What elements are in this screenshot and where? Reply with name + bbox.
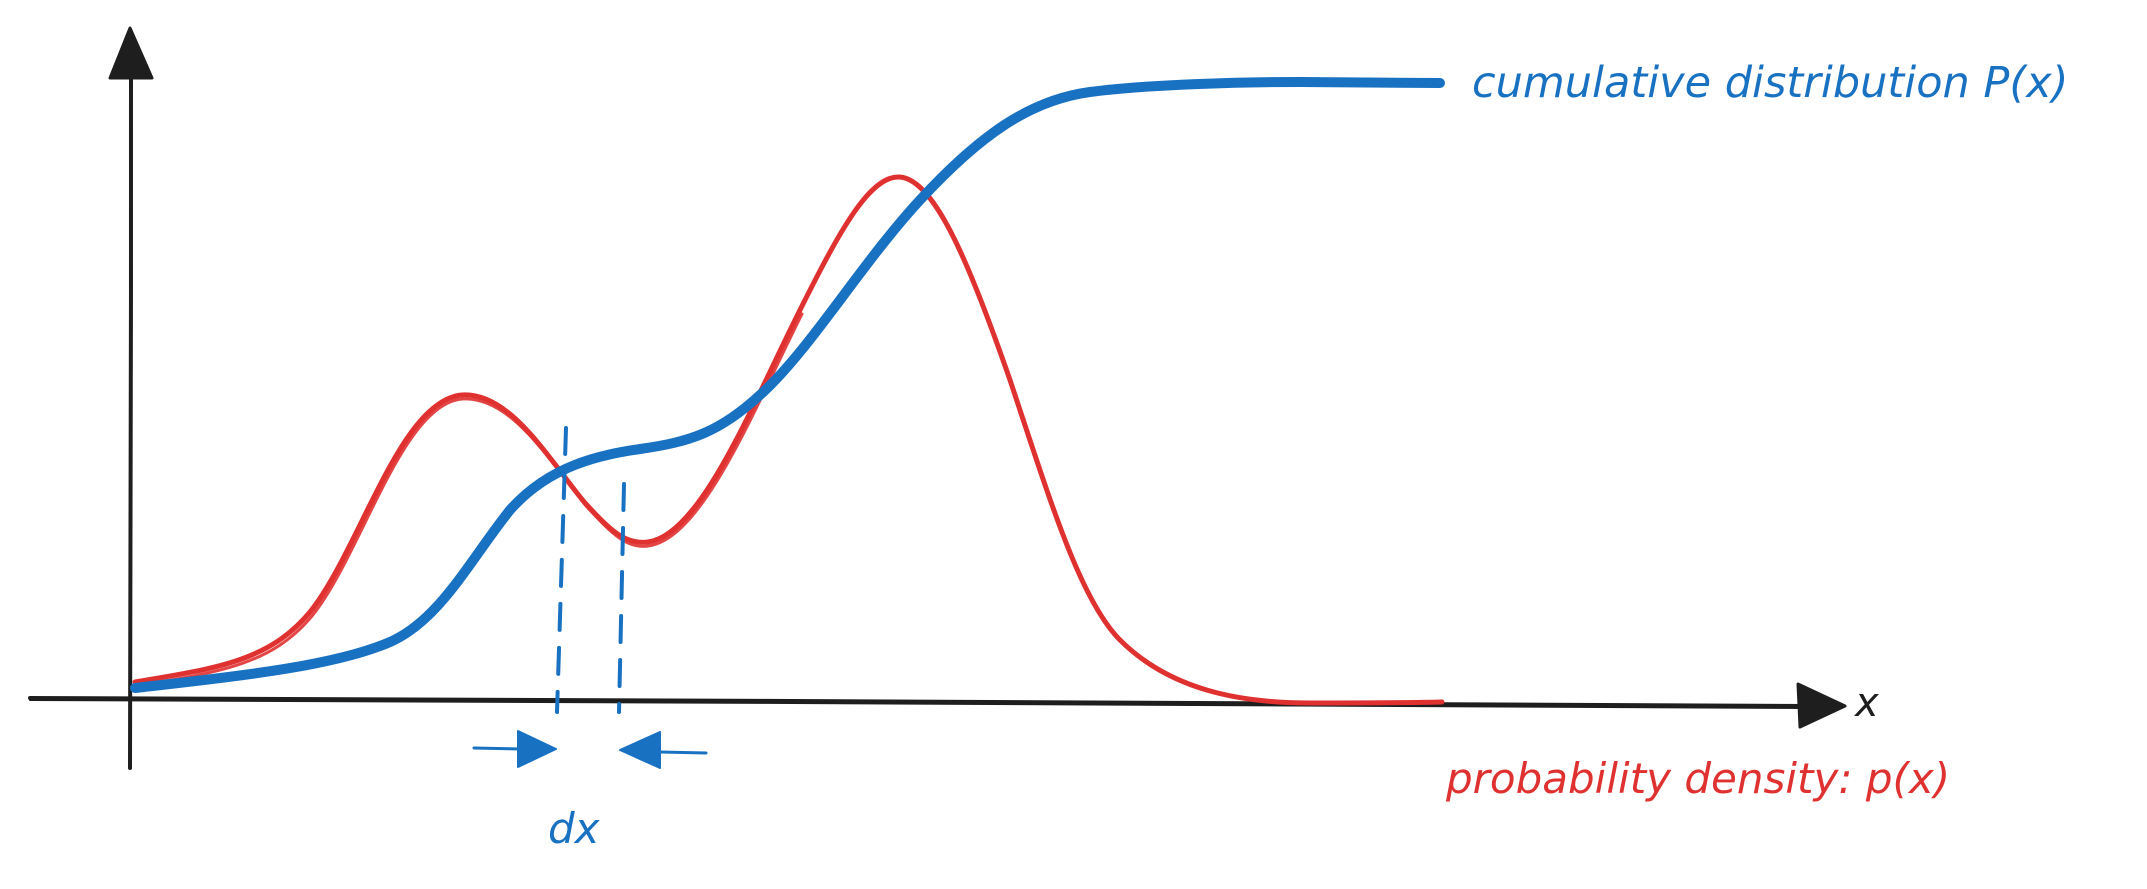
pdf-label: probability density: p(x) <box>1446 754 1951 803</box>
cdf-label: cumulative distribution P(x) <box>1472 58 2069 108</box>
dx-left-dashed-line <box>555 426 568 714</box>
dx-right-arrow-shaft <box>658 750 708 755</box>
x-axis-arrowhead <box>1796 682 1847 729</box>
dx-right-dashed-line <box>617 482 626 714</box>
pdf-curve-stroke2 <box>133 312 804 688</box>
dx-right-arrow-head <box>619 731 661 769</box>
x-axis-line <box>28 696 1812 708</box>
dx-left-arrow-shaft <box>472 746 524 751</box>
dx-label: dx <box>548 804 600 853</box>
x-axis-line-stroke2 <box>29 699 1811 709</box>
cdf-curve <box>130 77 1445 693</box>
dx-left-arrow-head <box>517 730 557 768</box>
y-axis-arrowhead <box>108 26 154 80</box>
x-axis-label: x <box>1855 680 1879 726</box>
pdf-curve <box>132 174 1445 706</box>
y-axis-line <box>128 58 133 770</box>
